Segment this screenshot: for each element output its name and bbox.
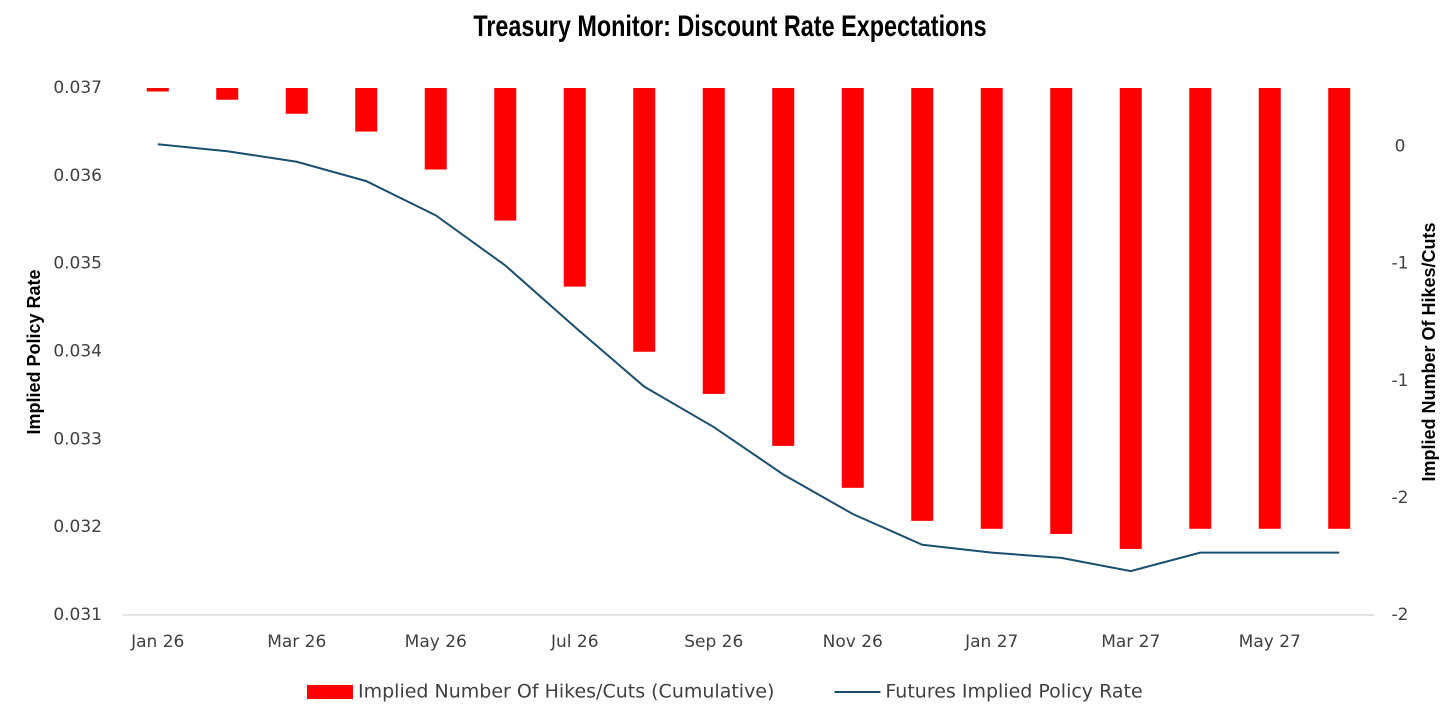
bar [494,88,517,221]
bar [355,88,378,132]
bar [841,88,864,488]
bar [980,88,1003,529]
chart-title: Treasury Monitor: Discount Rate Expectat… [473,9,986,42]
bar [424,88,447,170]
y2-tick-label: -2 [1392,605,1409,625]
x-tick-label: May 27 [1239,632,1301,652]
x-tick-label: Sep 26 [684,632,743,652]
y-axis-label: Implied Policy Rate [24,269,44,434]
bar [1189,88,1212,529]
bar [1328,88,1351,529]
y-tick-label: 0.031 [53,605,102,625]
bar [1050,88,1073,534]
bar [216,88,239,100]
y-tick-label: 0.034 [53,342,102,362]
bar [1258,88,1281,529]
bar [146,88,169,92]
bar [285,88,308,114]
x-tick-label: Jan 26 [130,632,184,652]
x-tick-label: Jul 26 [550,632,599,652]
y-tick-label: 0.036 [53,166,102,186]
legend-swatch [307,685,353,699]
y-tick-label: 0.032 [53,517,102,537]
bar [563,88,586,287]
y2-tick-label: 0 [1395,137,1406,157]
legend-label: Futures Implied Policy Rate [885,681,1142,703]
x-tick-label: May 26 [405,632,467,652]
y-tick-label: 0.035 [53,254,102,274]
y-tick-label: 0.033 [53,429,102,449]
y2-axis-label: Implied Number Of Hikes/Cuts [1419,222,1439,481]
bar [772,88,795,446]
line [157,143,1340,573]
bar [1119,88,1142,549]
bar [911,88,934,521]
bar [702,88,725,394]
y-tick-label: 0.037 [53,78,102,98]
x-tick-label: Nov 26 [823,632,883,652]
y2-tick-label: -1 [1392,371,1409,391]
legend-label: Implied Number Of Hikes/Cuts (Cumulative… [358,681,774,703]
x-tick-label: Mar 26 [267,632,326,652]
x-tick-label: Jan 27 [964,632,1018,652]
y2-tick-label: -1 [1392,254,1409,274]
y2-tick-label: -2 [1392,488,1409,508]
x-tick-label: Mar 27 [1101,632,1160,652]
bar [633,88,656,352]
